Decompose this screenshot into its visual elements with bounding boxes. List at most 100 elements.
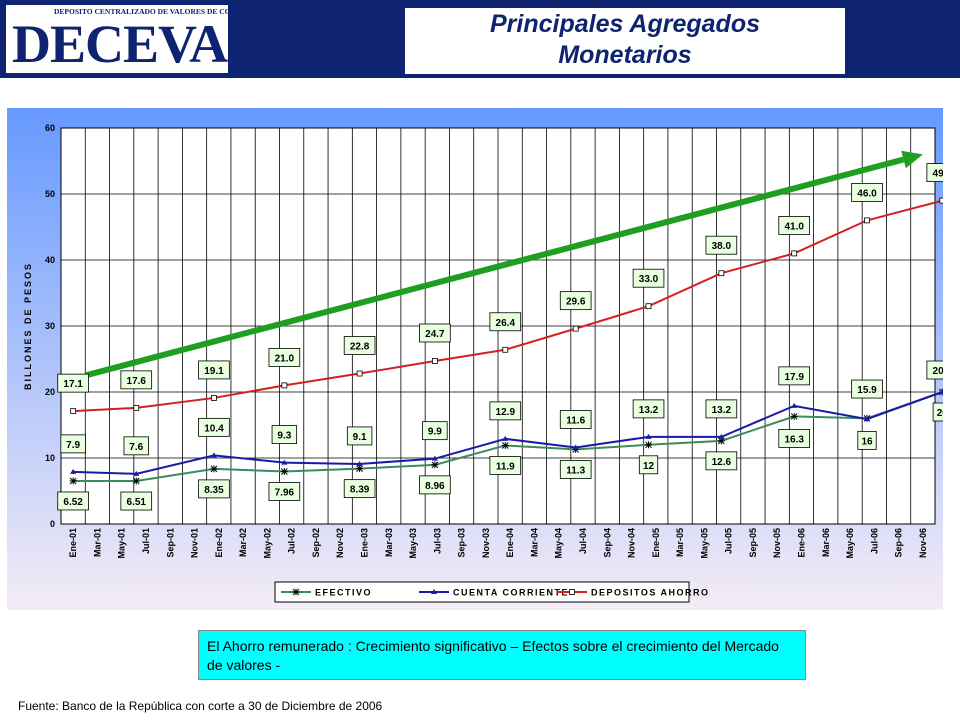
marker-triangle [356,460,363,466]
marker-star [69,477,77,485]
data-label: 6.51 [120,491,153,511]
data-label-box [851,183,883,202]
x-tick-label: Ene-02 [214,528,224,558]
data-label: 11.6 [559,410,592,429]
data-label: 46.0 [851,183,883,202]
data-label-text: 22.8 [350,342,370,353]
data-label-box [343,479,376,499]
trend-arrow-shaft [84,156,905,379]
x-tick-label: May-01 [117,528,127,559]
data-label-box [638,455,659,475]
data-label-box [60,434,86,454]
x-tick-label: Jul-01 [141,528,151,554]
data-label: 11.9 [489,456,522,475]
data-label: 17.6 [120,370,153,390]
data-label-text: 20.0 [933,366,943,377]
data-label-text: 17.1 [63,379,83,390]
chart-legend: EFECTIVO CUENTA CORRIENTE DEPOSITOS AHORRO [274,581,710,603]
data-label-text: 13.2 [639,405,659,416]
data-label-text: 11.9 [496,461,515,472]
x-tick-label: Mar-04 [529,528,539,557]
trend-arrow-head [901,150,923,169]
data-label-box [346,426,373,446]
logo-wordmark: DECEVAL S.A. [12,14,365,74]
marker-square [356,370,363,377]
data-label-text: 20 [937,408,943,419]
data-label-box [343,336,376,355]
data-label: 33.0 [632,268,665,288]
data-label-box [120,491,153,511]
page-title-line1: Principales Agregados [490,10,760,38]
marker-triangle [133,470,140,476]
trend-arrow-layer [84,150,923,379]
x-tick-label: Mar-05 [675,528,685,557]
data-label: 41.0 [778,216,810,235]
x-tick-label: Sep-02 [311,528,321,558]
data-label-text: 29.6 [566,297,586,308]
data-label-text: 12 [643,461,655,472]
x-tick-label: Mar-03 [384,528,394,557]
data-label-text: 6.51 [127,497,147,508]
data-label-box [857,430,877,450]
data-label: 12.9 [489,401,522,421]
data-label-box [926,360,943,380]
marker-star [356,465,364,473]
data-label: 13.2 [705,399,738,419]
data-label-box [198,479,230,499]
marker-square [569,589,575,595]
data-label-box [419,323,451,343]
x-tick-label: Mar-02 [238,528,248,557]
data-label-text: 24.7 [425,329,445,340]
data-label-box [198,360,230,380]
data-label-text: 6.52 [63,497,83,508]
data-label: 9.1 [346,426,373,446]
x-tick-label: Ene-05 [651,528,661,558]
x-tick-label: May-03 [408,528,418,559]
data-label-text: 38.0 [712,241,732,252]
marker-triangle [645,433,652,439]
data-label-text: 7.6 [129,442,143,453]
data-label-text: 26.4 [496,318,516,329]
marker-square [718,270,725,277]
data-label-box [632,268,665,288]
data-label: 26.4 [489,312,522,332]
x-tick-label: May-04 [554,528,564,559]
data-label-text: 8.96 [425,481,445,492]
data-label-layer: 6.52 6.51 8.35 7.96 8.39 8.96 11.9 11.3 12 12.6 16… [57,163,943,511]
marker-triangle [431,455,438,461]
data-label: 9.3 [271,425,298,445]
marker-star [132,477,140,485]
data-label: 15.9 [851,379,883,399]
x-tick-label: Mar-06 [821,528,831,557]
data-label-box [419,475,451,495]
data-label: 29.6 [559,291,592,311]
data-label-box [778,216,810,235]
y-tick-label: 20 [45,387,55,397]
series-layer [69,197,943,485]
data-label-box [559,460,592,479]
data-label-box [926,163,943,182]
marker-square [502,346,509,353]
data-label: 7.9 [60,434,86,454]
x-tick-label: Nov-01 [190,528,200,558]
data-label: 8.96 [419,475,451,495]
legend-box [274,581,690,603]
data-label-box [271,425,298,445]
x-tick-label: Nov-04 [627,528,637,558]
x-tick-label: May-06 [845,528,855,559]
x-tick-label: Jul-06 [869,528,879,554]
y-axis-title: BILLONES DE PESOS [23,262,33,390]
note-box: El Ahorro remunerado : Crecimiento signi… [198,630,806,680]
data-label-box [559,410,592,429]
data-label: 20 [932,402,943,422]
data-label: 49.0 [926,163,943,182]
data-label-text: 8.39 [350,485,370,496]
data-label-text: 17.6 [127,376,147,387]
legend-label: DEPOSITOS AHORRO [591,588,710,598]
data-label-text: 7.9 [66,440,80,451]
data-label-box [120,370,153,390]
data-label: 7.96 [268,482,301,501]
data-label-text: 7.96 [275,487,295,498]
data-label: 11.3 [559,460,592,479]
data-label-box [57,373,89,393]
